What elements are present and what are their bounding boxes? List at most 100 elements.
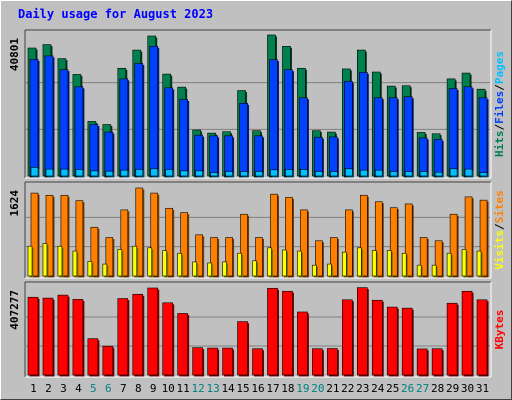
visits-bar [147,247,153,277]
pages-bar [45,168,54,177]
visits-bar [446,252,452,277]
x-tick-label: 22 [341,382,354,395]
kbytes-bar [371,299,383,376]
x-tick-label: 4 [75,382,82,395]
y-max-label: 40801 [8,38,21,71]
pages-bar [75,169,84,177]
kbytes-bar [416,348,428,376]
pages-bar [135,169,144,177]
pages-bar [30,167,39,177]
kbytes-bar [327,348,338,376]
files-bar [164,87,174,177]
pages-bar [150,168,159,177]
visits-bar [87,261,93,277]
visits-bar [401,252,407,277]
sites-bar [330,237,338,277]
kbytes-bar [237,321,248,376]
x-tick-label: 25 [386,382,399,395]
files-bar [149,45,159,177]
x-tick-label: 27 [416,382,429,395]
kbytes-bar [446,302,458,376]
sites-bar [60,194,69,277]
pages-bar [90,170,99,177]
kbytes-bar [147,287,159,376]
kbytes-bar [207,347,218,376]
x-tick-label: 5 [90,382,97,395]
visits-bar [192,261,197,277]
kbytes-bar [57,294,69,376]
pages-bar [419,171,428,177]
files-bar [373,97,383,177]
visits-bar [177,252,182,277]
x-tick-label: 3 [60,382,67,395]
visits-bar [132,245,138,277]
files-bar [89,124,99,177]
files-bar [29,59,39,177]
y-max-label: 407277 [8,290,21,330]
kbytes-bar [252,348,263,376]
x-tick-label: 2 [45,382,52,395]
x-tick-label: 20 [311,382,324,395]
files-bar [44,55,54,177]
kbytes-bar [431,348,443,376]
files-bar [329,136,338,177]
pages-bar [285,169,293,177]
kbytes-bar [162,302,174,376]
legend-item: / [493,223,506,230]
x-tick-label: 28 [431,382,444,395]
sites-bar [120,209,129,277]
sites-bar [45,194,54,277]
files-bar [448,88,458,177]
sites-bar [180,212,188,277]
files-bar [134,63,144,177]
pages-bar [359,169,368,177]
sites-bar [105,237,114,277]
pages-bar [479,172,488,177]
pages-bar [345,168,353,177]
kbytes-bar [401,307,413,376]
kbytes-bar [297,311,308,376]
kbytes-bar [312,348,323,376]
sites-bar [464,196,473,277]
visits-bar [461,249,467,277]
sites-bar [195,234,203,277]
pages-bar [60,168,69,177]
pages-bar [404,171,413,177]
files-bar [104,131,114,177]
kbytes-bar [282,290,293,376]
legend: KBytes [493,310,506,350]
x-tick-label: 26 [401,382,414,395]
files-bar [74,86,84,177]
kbytes-bar [117,298,129,376]
x-tick-label: 14 [221,382,235,395]
x-tick-label: 1 [30,382,37,395]
visits-bar [431,264,437,277]
x-tick-label: 30 [461,382,474,395]
visits-bar [282,249,287,277]
chart-title: Daily usage for August 2023 [18,7,214,21]
files-bar [299,97,308,177]
files-bar [388,97,398,177]
files-bar [119,78,129,177]
legend: Visits/Sites [493,190,506,270]
sites-bar [389,207,398,277]
sites-bar [359,194,368,277]
files-bar [194,134,203,177]
kbytes-bar [102,345,114,376]
visits-bar [476,250,482,277]
pages-bar [120,169,129,177]
sites-bar [404,203,413,277]
sites-bar [345,209,353,277]
kbytes-bar [87,338,99,376]
visits-bar [57,245,63,277]
sites-bar [75,200,84,277]
files-bar [403,96,413,177]
sites-bar [165,207,174,277]
legend-item: Pages [493,51,506,84]
legend-item: Visits [493,230,506,270]
kbytes-bar [356,287,368,376]
pages-bar [240,171,248,177]
y-max-label: 1624 [8,190,21,217]
pages-bar [315,171,323,177]
files-bar [478,97,488,177]
